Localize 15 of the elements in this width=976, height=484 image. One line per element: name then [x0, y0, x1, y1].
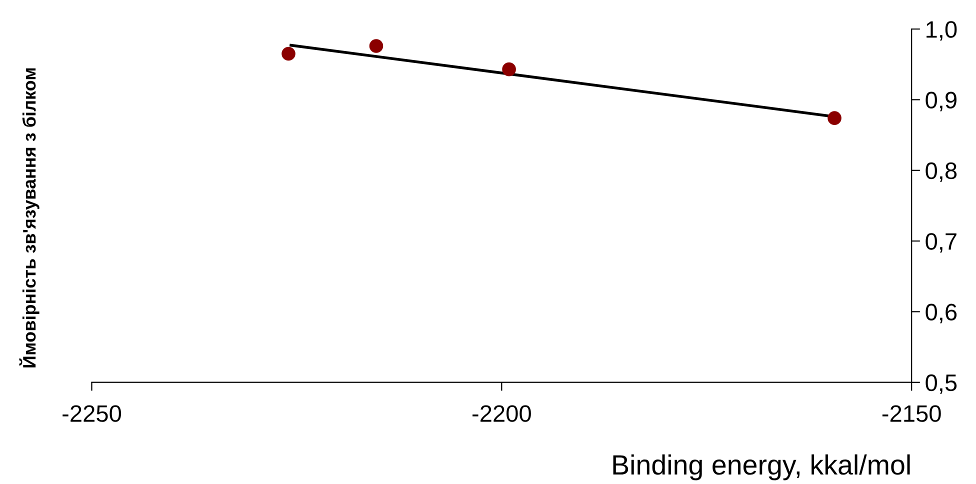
y-tick-label: 0,9	[926, 92, 956, 112]
point	[369, 39, 384, 53]
x-axis-title: Binding energy, kkal/mol	[613, 454, 910, 480]
x-tick-label: -2200	[472, 405, 531, 422]
y-tick-label: 0,6	[926, 304, 957, 324]
y-tick-label: 1,0	[926, 21, 957, 41]
point	[282, 46, 296, 61]
x-tick-label: -2150	[882, 405, 941, 422]
point	[828, 111, 842, 125]
x-tick-label: -2250	[62, 405, 122, 422]
y-tick-label: 0,5	[926, 374, 957, 394]
point	[502, 62, 516, 76]
y-tick-label: 0,8	[926, 162, 957, 182]
y-tick-label: 0,7	[926, 233, 956, 253]
y-axis-title: Ймовірність зв'язування з білком	[19, 68, 40, 368]
